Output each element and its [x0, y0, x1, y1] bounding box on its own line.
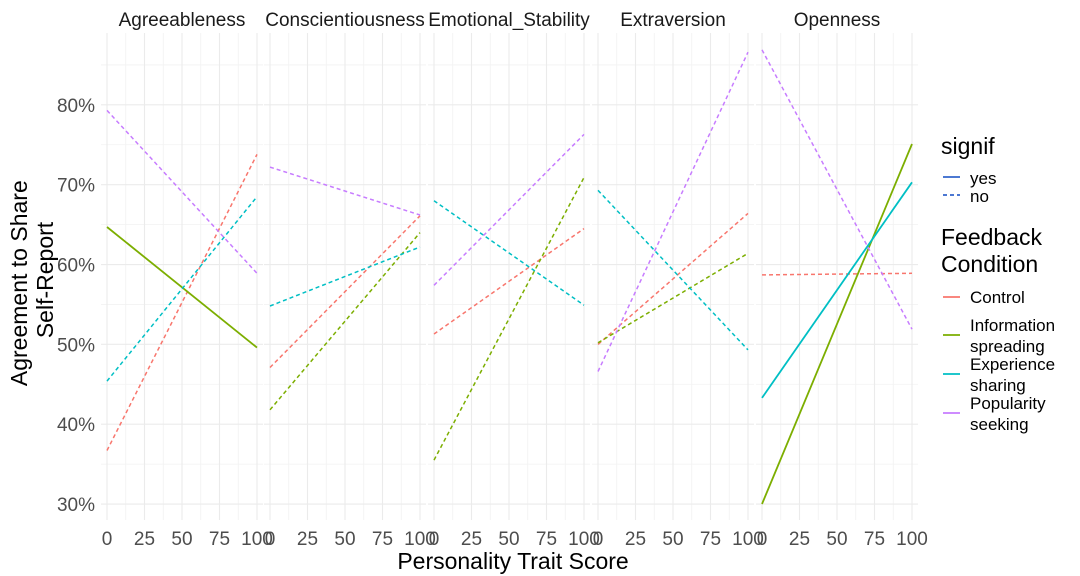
series-line-exp-openness	[761, 181, 913, 399]
series-line-pop-conscientiousness	[269, 166, 421, 216]
color-legend-title: Feedback Condition	[941, 224, 1048, 277]
panel-extraversion: Extraversion	[592, 10, 754, 520]
series-line-info-openness	[761, 143, 913, 505]
x-tick-label: 25	[297, 529, 318, 550]
y-axis-title-line-1: Agreement to Share	[6, 180, 32, 386]
series-line-pop-openness	[761, 49, 913, 330]
legend-label-exp: Experience sharing	[970, 355, 1055, 395]
panel-openness: Openness	[756, 10, 918, 520]
legend-label-no: no	[970, 187, 989, 206]
x-tick-label: 25	[789, 529, 810, 550]
series-line-info-conscientiousness	[269, 232, 421, 411]
y-axis: 30% 40% 50% 60% 70% 80%	[57, 96, 95, 516]
legend-label-line: Experience	[970, 355, 1055, 374]
x-tick-label: 50	[498, 529, 519, 550]
x-tick-label: 100	[896, 529, 928, 550]
panel-title: Conscientiousness	[265, 10, 424, 31]
x-tick-label: 0	[429, 529, 440, 550]
x-tick-label: 75	[536, 529, 557, 550]
color-legend-title-line-1: Feedback	[941, 224, 1043, 250]
x-tick-label: 75	[372, 529, 393, 550]
color-legend-title-line-2: Condition	[941, 251, 1038, 277]
series-line-pop-agreeableness	[106, 109, 258, 274]
legend-label-line: Information	[970, 316, 1055, 335]
series-line-control-extraversion	[597, 212, 749, 345]
x-axis-title: Personality Trait Score	[397, 548, 628, 574]
legend-label-control: Control	[970, 288, 1025, 307]
x-tick-label: 0	[593, 529, 604, 550]
x-tick-label: 75	[209, 529, 230, 550]
x-tick-label: 0	[757, 529, 768, 550]
x-tick-label: 50	[334, 529, 355, 550]
series-line-pop-extraversion	[597, 51, 749, 372]
panel-emotional_stability: Emotional_Stability	[428, 10, 590, 520]
y-tick-label: 30%	[57, 495, 95, 516]
panel-title: Emotional_Stability	[428, 10, 590, 31]
legend-label-pop: Popularity seeking	[970, 394, 1046, 434]
series-line-control-agreeableness	[106, 154, 258, 451]
x-tick-label: 100	[732, 529, 764, 550]
series-line-exp-emotional_stability	[433, 200, 585, 306]
x-tick-label: 100	[241, 529, 273, 550]
x-tick-label: 50	[171, 529, 192, 550]
series-line-control-conscientiousness	[269, 215, 421, 369]
legend-label-info: Information spreading	[970, 316, 1055, 356]
x-tick-label: 50	[826, 529, 847, 550]
y-tick-label: 70%	[57, 176, 95, 197]
y-tick-label: 60%	[57, 256, 95, 277]
x-tick-label: 75	[700, 529, 721, 550]
series-line-exp-extraversion	[597, 189, 749, 351]
x-tick-label: 25	[461, 529, 482, 550]
series-line-pop-emotional_stability	[433, 133, 585, 286]
x-tick-label: 0	[265, 529, 276, 550]
series-line-exp-agreeableness	[106, 196, 258, 382]
linetype-legend-title: signif	[941, 133, 995, 159]
legend-label-line: Popularity	[970, 394, 1046, 413]
plot-panels: Agreeableness Conscientiousness Emotional_…	[101, 10, 918, 520]
x-tick-label: 25	[134, 529, 155, 550]
y-axis-title: Agreement to Share Self-Report	[6, 174, 58, 386]
series-line-info-extraversion	[597, 252, 749, 344]
x-tick-label: 0	[102, 529, 113, 550]
legend-label-line: spreading	[970, 337, 1045, 356]
series-line-exp-conscientiousness	[269, 246, 421, 307]
panel-title: Openness	[794, 10, 881, 31]
y-tick-label: 40%	[57, 415, 95, 436]
series-line-info-emotional_stability	[433, 177, 585, 461]
legend-label-yes: yes	[970, 169, 996, 188]
series-line-control-emotional_stability	[433, 227, 585, 335]
panel-title: Agreeableness	[119, 10, 246, 31]
legend-label-line: seeking	[970, 415, 1029, 434]
panel-conscientiousness: Conscientiousness	[264, 10, 426, 520]
x-tick-label: 50	[662, 529, 683, 550]
y-axis-title-line-2: Self-Report	[32, 221, 58, 338]
panel-agreeableness: Agreeableness	[101, 10, 263, 520]
legend-label-line: Control	[970, 288, 1025, 307]
y-tick-label: 50%	[57, 335, 95, 356]
legend-label-line: sharing	[970, 376, 1026, 395]
series-line-info-agreeableness	[106, 226, 258, 349]
x-tick-label: 75	[864, 529, 885, 550]
x-tick-label: 25	[625, 529, 646, 550]
x-tick-label: 100	[404, 529, 436, 550]
x-tick-label: 100	[568, 529, 600, 550]
panel-title: Extraversion	[620, 10, 726, 31]
y-tick-label: 80%	[57, 96, 95, 117]
